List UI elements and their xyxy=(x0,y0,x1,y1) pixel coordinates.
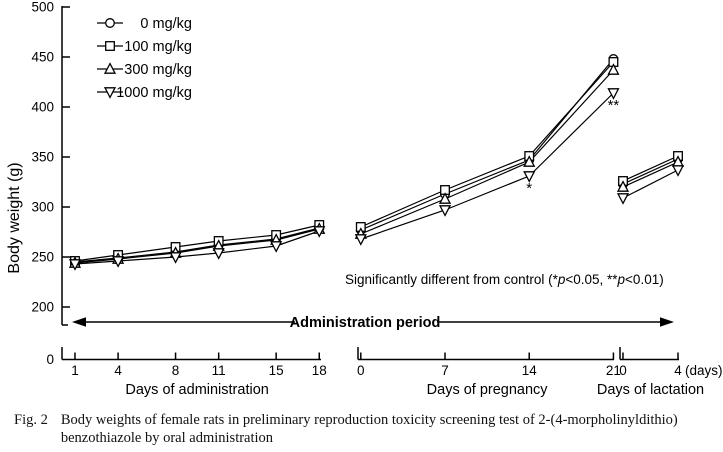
significance-mark: * xyxy=(526,180,532,197)
triangle-down-marker xyxy=(438,205,452,217)
series-line xyxy=(622,161,679,188)
x-tick-label: 7 xyxy=(441,363,449,378)
legend-label: 100 mg/kg xyxy=(124,39,192,55)
data-segment-1: *** xyxy=(354,54,620,246)
x-unit-label: (days) xyxy=(685,363,723,378)
series-line xyxy=(360,92,614,240)
significance-mark: ** xyxy=(608,97,620,114)
data-segment-0 xyxy=(68,220,326,271)
legend-label: 300 mg/kg xyxy=(124,62,192,78)
y-tick-label: 500 xyxy=(31,0,54,15)
series-line xyxy=(360,58,614,231)
x-axis-segment-1: 0 7 14 21 Days of pregnancy xyxy=(357,347,621,398)
legend-label: 1000 mg/kg xyxy=(116,85,192,101)
data-segment-2 xyxy=(616,151,685,205)
y-tick-label: 400 xyxy=(31,100,54,115)
left-arrowhead xyxy=(72,317,86,327)
y-axis-title: Body weight (g) xyxy=(6,162,23,273)
caption-line-1: Body weights of female rats in prelimina… xyxy=(60,412,678,428)
x-axis-segment-2: 0 4 Days of lactation (days) xyxy=(597,347,723,398)
x-tick-label: 0 xyxy=(619,363,627,378)
x-tick-label: 18 xyxy=(312,363,327,378)
series-line xyxy=(74,230,320,265)
x-axis-title: Days of administration xyxy=(125,382,268,398)
triangle-up-marker xyxy=(103,62,117,74)
chart: 500 450 400 350 300 250 200 0 Body weight (g) 1 4 8… xyxy=(6,0,723,398)
figure-caption-text: Body weights of female rats in prelimina… xyxy=(61,412,678,447)
series-line xyxy=(360,69,614,235)
x-tick-label: 0 xyxy=(357,363,365,378)
triangle-down-marker xyxy=(354,234,367,246)
figure-caption: Fig. 2 Body weights of female rats in pr… xyxy=(14,412,714,447)
x-tick-label: 21 xyxy=(606,363,621,378)
annotations: Significantly different from control (*p… xyxy=(72,272,674,331)
series-line xyxy=(74,227,320,263)
right-arrowhead xyxy=(660,317,674,327)
x-tick-label: 14 xyxy=(522,363,538,378)
triangle-down-marker xyxy=(270,241,283,253)
x-axis-title: Days of lactation xyxy=(597,382,704,398)
y-tick-label: 300 xyxy=(31,200,54,215)
triangle-down-marker xyxy=(112,256,125,268)
series-line xyxy=(360,61,614,228)
triangle-up-marker xyxy=(438,192,452,204)
triangle-down-marker xyxy=(169,252,182,264)
triangle-up-marker xyxy=(607,63,620,75)
figure-label: Fig. 2 xyxy=(14,412,48,428)
x-tick-label: 4 xyxy=(674,363,682,378)
series-line xyxy=(622,155,679,182)
caption-line-2: benzothiazole by oral administration xyxy=(60,429,274,446)
triangle-down-marker xyxy=(671,165,685,177)
x-tick-label: 15 xyxy=(269,363,284,378)
triangle-down-marker xyxy=(212,248,225,260)
series-line xyxy=(622,169,679,199)
administration-period-label: Administration period xyxy=(290,315,441,331)
triangle-down-marker xyxy=(68,259,82,271)
triangle-up-marker xyxy=(523,155,536,167)
x-tick-label: 4 xyxy=(114,363,122,378)
x-tick-label: 1 xyxy=(71,363,79,378)
y-axis: 500 450 400 350 300 250 200 0 Body weight (g) xyxy=(6,0,70,367)
y-tick-label: 350 xyxy=(31,150,54,165)
triangle-down-marker xyxy=(616,193,630,205)
triangle-down-marker xyxy=(313,226,326,238)
y-tick-label: 200 xyxy=(31,300,54,315)
triangle-down-marker xyxy=(523,171,536,183)
triangle-down-marker xyxy=(607,88,620,100)
legend: 0 mg/kg 100 mg/kg 300 mg/kg 1000 mg/kg xyxy=(97,16,192,101)
series-line xyxy=(622,158,679,185)
square-marker xyxy=(105,41,115,51)
x-tick-label: 11 xyxy=(212,363,226,378)
circle-marker xyxy=(105,18,115,28)
series-line xyxy=(74,224,320,262)
y-axis-break-label: 0 xyxy=(46,352,54,367)
legend-label: 0 mg/kg xyxy=(140,16,192,32)
triangle-down-marker xyxy=(103,87,117,99)
y-tick-label: 250 xyxy=(31,250,54,265)
series-line xyxy=(74,228,320,264)
y-tick-label: 450 xyxy=(31,50,54,65)
triangle-up-marker xyxy=(616,180,630,192)
x-axis-segment-0: 1 4 8 11 15 18 Days of administration xyxy=(61,347,327,398)
x-tick-label: 8 xyxy=(172,363,180,378)
significance-note: Significantly different from control (*p… xyxy=(345,272,664,287)
x-axis-title: Days of pregnancy xyxy=(427,382,549,398)
